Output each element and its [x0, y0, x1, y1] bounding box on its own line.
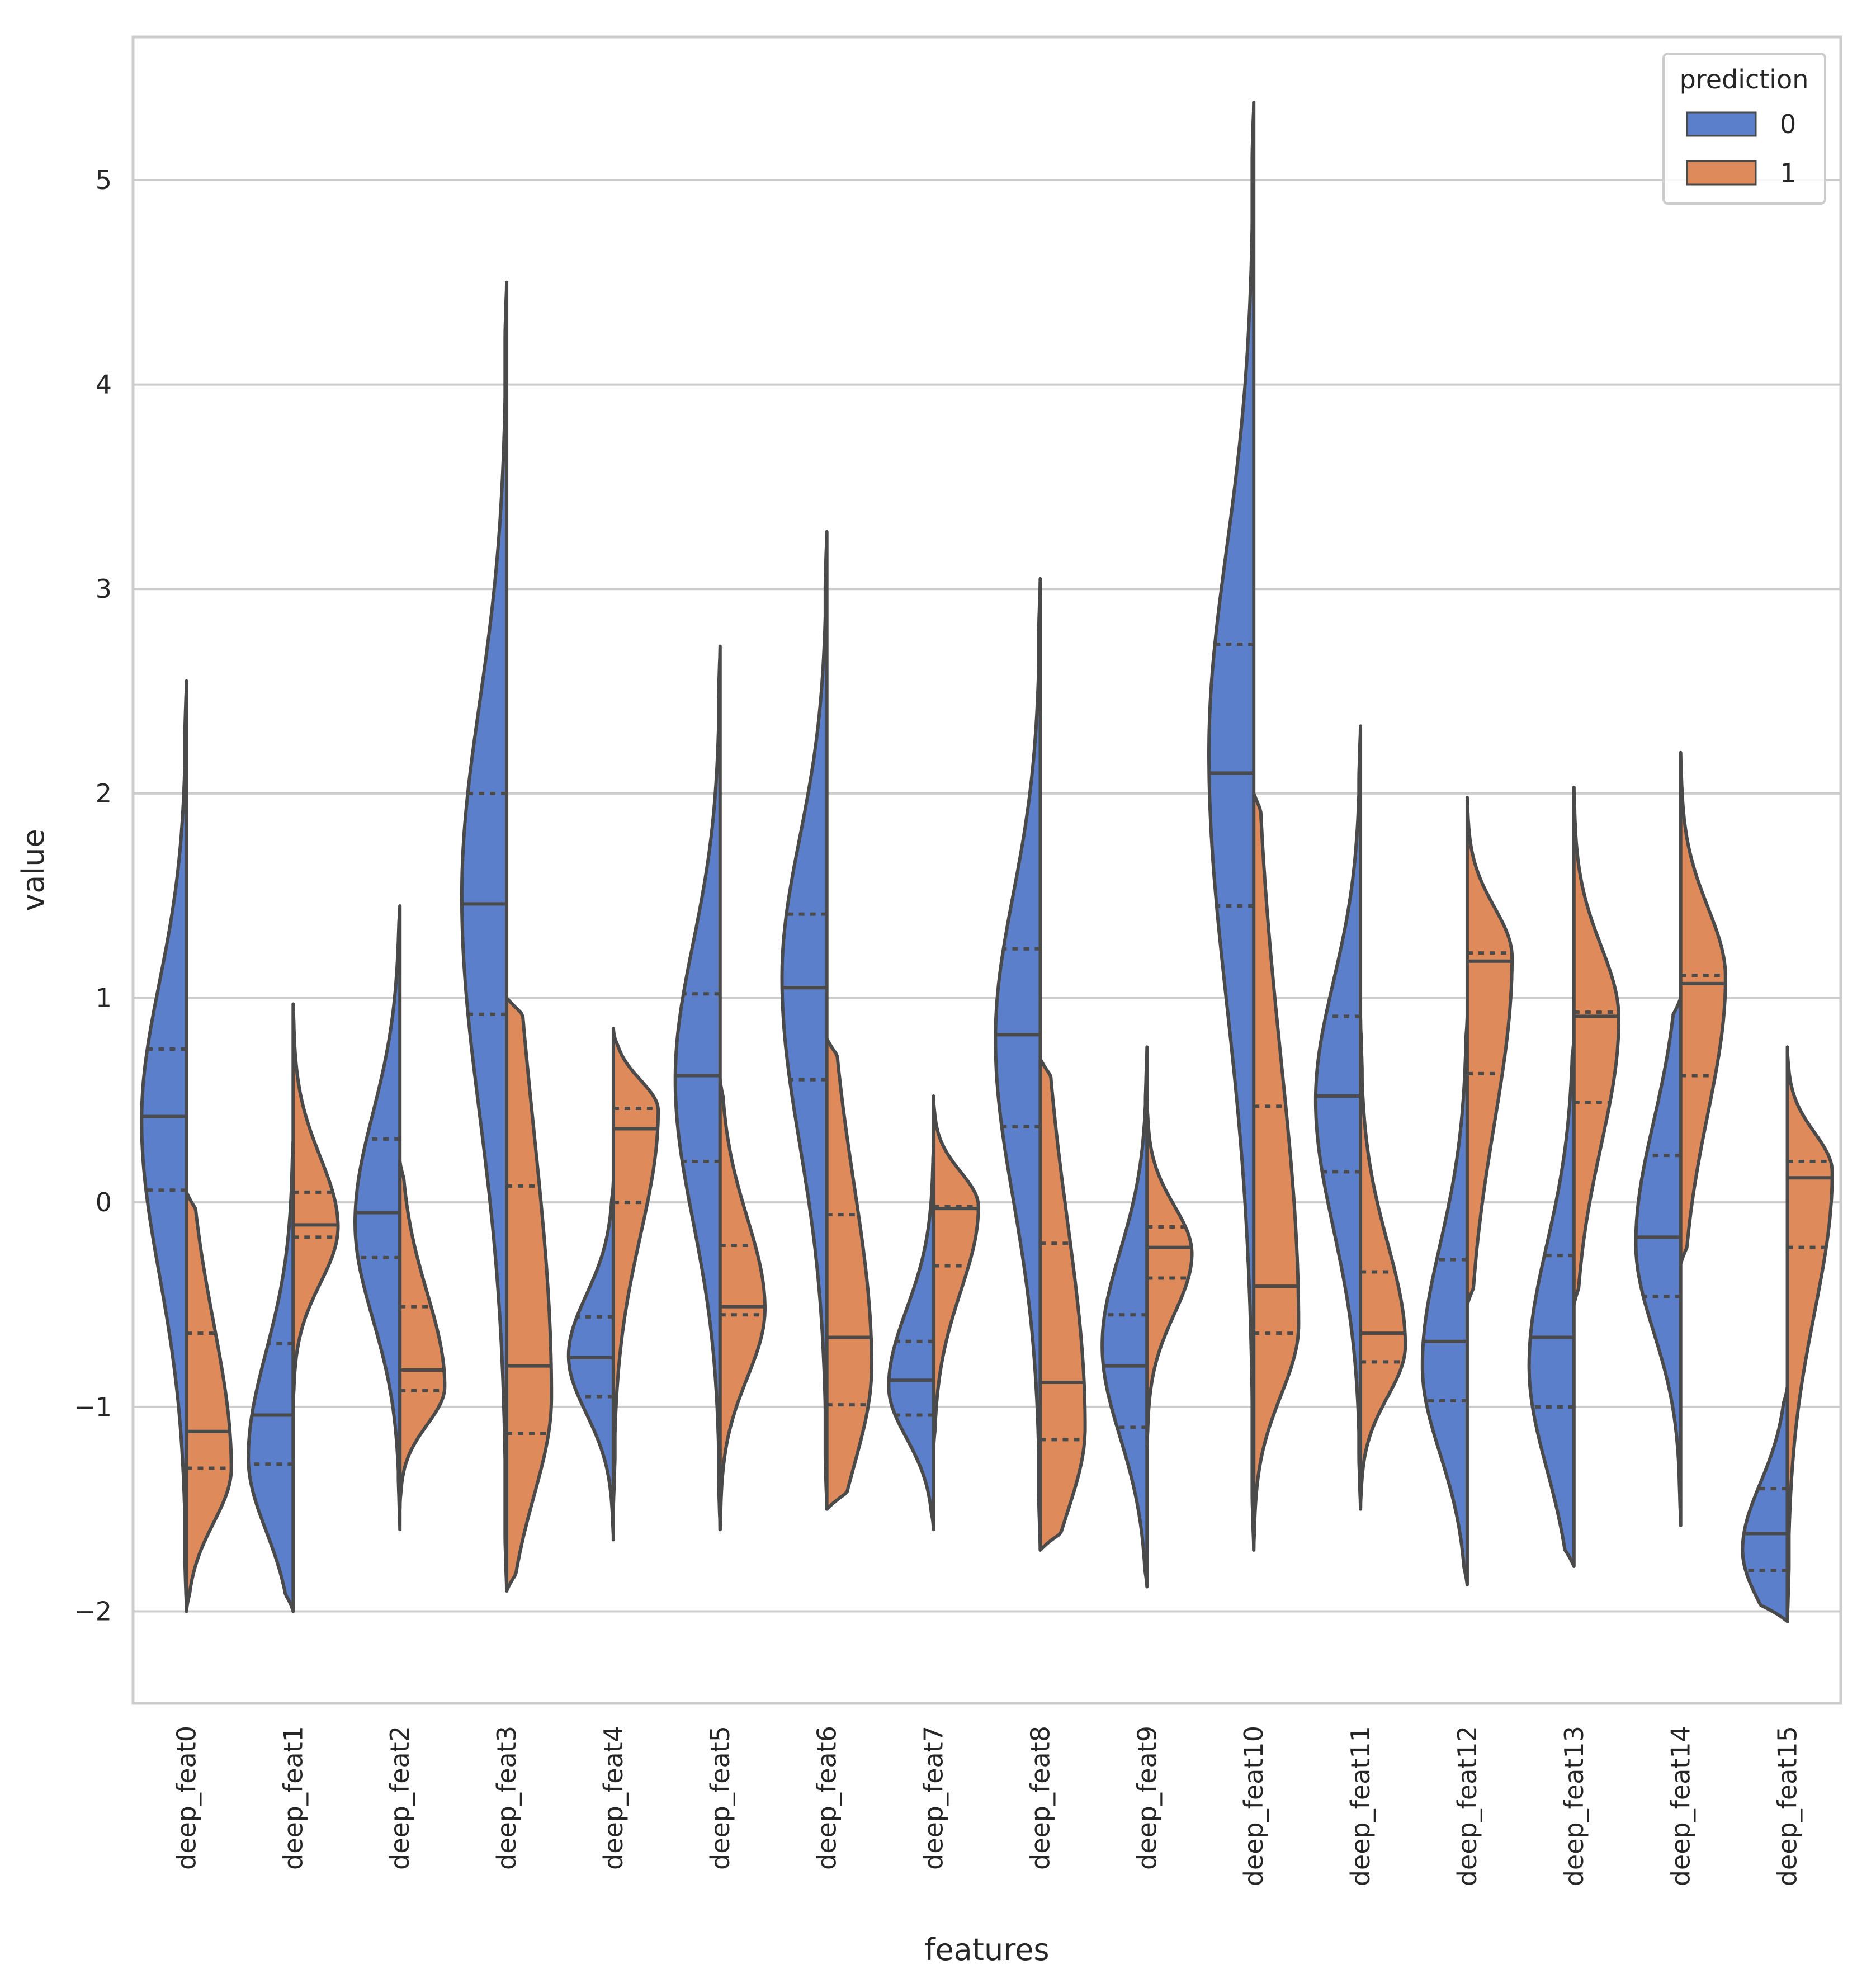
- violin-deep_feat8: [994, 577, 1087, 1552]
- y-tick-label: −2: [74, 1596, 112, 1626]
- x-tick-label: deep_feat15: [1773, 1726, 1803, 1886]
- violin-half-deep_feat11-pred0: [1313, 724, 1363, 1511]
- x-tick-label: deep_feat13: [1559, 1726, 1589, 1886]
- x-tick-label: deep_feat14: [1666, 1726, 1696, 1886]
- violin-deep_feat11: [1313, 724, 1407, 1511]
- y-tick-label: 5: [96, 165, 112, 195]
- violin-half-deep_feat2-pred0: [353, 904, 402, 1532]
- violin-half-deep_feat13-pred1: [1572, 785, 1620, 1306]
- violin-half-deep_feat13-pred0: [1527, 1037, 1576, 1569]
- legend-title: prediction: [1680, 64, 1809, 95]
- violin-deep_feat9: [1100, 1045, 1194, 1589]
- x-axis-ticks: deep_feat0 deep_feat1 deep_feat2 deep_feat3…: [171, 1726, 1802, 1886]
- x-tick-label: deep_feat1: [278, 1726, 308, 1870]
- violin-half-deep_feat14-pred0: [1634, 996, 1683, 1527]
- x-tick-label: deep_feat7: [919, 1726, 949, 1870]
- x-axis-label: features: [924, 1932, 1049, 1967]
- violin-half-deep_feat11-pred1: [1359, 1017, 1407, 1511]
- violin-deep_feat12: [1420, 796, 1514, 1586]
- violin-deep_feat15: [1741, 1045, 1834, 1623]
- y-tick-label: 0: [96, 1187, 112, 1217]
- violin-deep_feat1: [247, 1002, 340, 1613]
- x-tick-label: deep_feat12: [1452, 1726, 1482, 1886]
- x-tick-label: deep_feat11: [1345, 1726, 1376, 1886]
- y-axis-ticks: −2 −1 0 1 2 3 4 5: [74, 165, 112, 1627]
- violin-half-deep_feat12-pred0: [1420, 1017, 1469, 1586]
- y-tick-label: 4: [96, 370, 112, 400]
- violin-half-deep_feat6-pred0: [780, 530, 829, 1511]
- violin-half-deep_feat3-pred1: [505, 996, 554, 1593]
- x-tick-label: deep_feat10: [1239, 1726, 1269, 1886]
- violin-deep_feat13: [1527, 785, 1620, 1569]
- violin-deep_feat4: [566, 1027, 660, 1542]
- violin-half-deep_feat0-pred1: [185, 1190, 233, 1613]
- violin-half-deep_feat4-pred0: [566, 1180, 615, 1542]
- violin-half-deep_feat9-pred1: [1145, 1098, 1194, 1449]
- violin-half-deep_feat4-pred1: [611, 1027, 660, 1511]
- violin-half-deep_feat8-pred1: [1038, 1057, 1087, 1552]
- violin-deep_feat0: [140, 679, 233, 1613]
- legend-label-0: 0: [1780, 109, 1796, 139]
- x-tick-label: deep_feat0: [171, 1726, 201, 1870]
- violin-half-deep_feat15-pred0: [1741, 1385, 1789, 1623]
- violin-half-deep_feat5-pred1: [718, 1078, 767, 1532]
- violin-half-deep_feat7-pred1: [932, 1094, 980, 1449]
- violin-half-deep_feat5-pred0: [673, 644, 722, 1532]
- violin-half-deep_feat15-pred1: [1785, 1045, 1834, 1623]
- violin-half-deep_feat14-pred1: [1679, 750, 1727, 1265]
- legend: prediction 0 1: [1662, 53, 1826, 205]
- x-tick-label: deep_feat8: [1025, 1726, 1055, 1870]
- y-tick-label: 2: [96, 778, 112, 809]
- violin-half-deep_feat8-pred0: [994, 577, 1042, 1552]
- x-tick-label: deep_feat2: [385, 1726, 415, 1870]
- violin-deep_feat10: [1207, 101, 1301, 1552]
- plot-frame: [131, 35, 1842, 1705]
- violin-deep_feat7: [887, 1094, 980, 1532]
- legend-label-1: 1: [1780, 158, 1796, 188]
- violin-deep_feat5: [673, 644, 767, 1532]
- x-tick-label: deep_feat3: [492, 1726, 522, 1870]
- violin-deep_feat3: [460, 280, 554, 1593]
- y-tick-label: 1: [96, 983, 112, 1013]
- x-tick-label: deep_feat4: [598, 1726, 629, 1870]
- y-axis-label: value: [16, 829, 51, 912]
- legend-swatch-0: [1686, 111, 1757, 137]
- legend-swatch-1: [1686, 160, 1757, 186]
- violin-half-deep_feat3-pred0: [460, 280, 509, 1593]
- violin-half-deep_feat1-pred0: [247, 1139, 295, 1613]
- y-tick-label: −1: [74, 1392, 112, 1422]
- violin-deep_feat6: [780, 530, 873, 1511]
- x-tick-label: deep_feat5: [705, 1726, 735, 1870]
- violin-half-deep_feat2-pred1: [398, 1160, 447, 1511]
- violin-half-deep_feat7-pred0: [887, 1139, 935, 1532]
- violin-half-deep_feat1-pred1: [291, 1002, 340, 1409]
- y-tick-label: 3: [96, 574, 112, 604]
- violins: [140, 101, 1834, 1623]
- violin-half-deep_feat10-pred0: [1207, 101, 1256, 1552]
- x-tick-label: deep_feat9: [1132, 1726, 1162, 1870]
- violin-half-deep_feat10-pred1: [1252, 791, 1301, 1552]
- violin-deep_feat2: [353, 904, 447, 1532]
- x-tick-label: deep_feat6: [812, 1726, 842, 1870]
- violin-half-deep_feat0-pred0: [140, 679, 188, 1613]
- violin-half-deep_feat6-pred1: [825, 1037, 873, 1511]
- violin-half-deep_feat12-pred1: [1465, 796, 1514, 1306]
- violin-half-deep_feat9-pred0: [1100, 1045, 1149, 1589]
- violin-deep_feat14: [1634, 750, 1727, 1527]
